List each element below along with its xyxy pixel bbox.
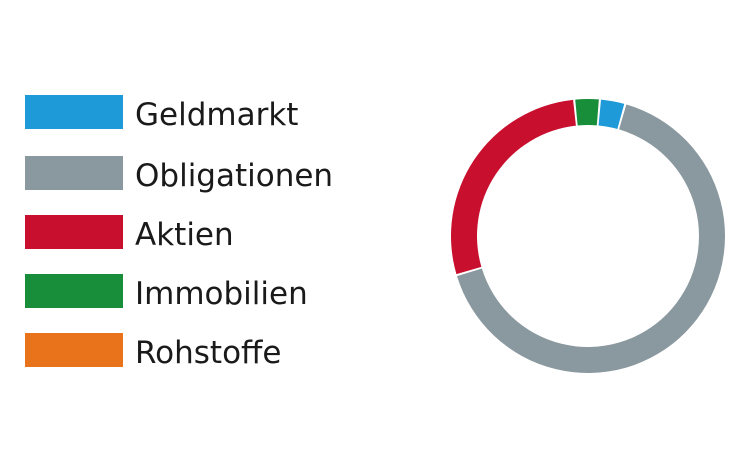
legend-label-aktien: Aktien [135,217,234,253]
legend-swatch-rohstoffe [25,333,123,367]
legend-swatch-obligationen [25,156,123,190]
donut-slice-geldmarkt [598,99,625,129]
legend-label-immobilien: Immobilien [135,276,308,312]
legend-swatch-immobilien [25,274,123,308]
donut-chart [450,99,725,373]
legend-label-obligationen: Obligationen [135,158,333,194]
legend: Geldmarkt Obligationen Aktien Immobilien… [25,95,333,371]
legend-label-rohstoffe: Rohstoffe [135,335,281,371]
legend-swatch-aktien [25,215,123,249]
donut-slice-aktien [450,99,576,275]
legend-label-geldmarkt: Geldmarkt [135,97,298,133]
legend-swatch-geldmarkt [25,95,123,129]
donut-slice-immobilien [575,99,599,126]
